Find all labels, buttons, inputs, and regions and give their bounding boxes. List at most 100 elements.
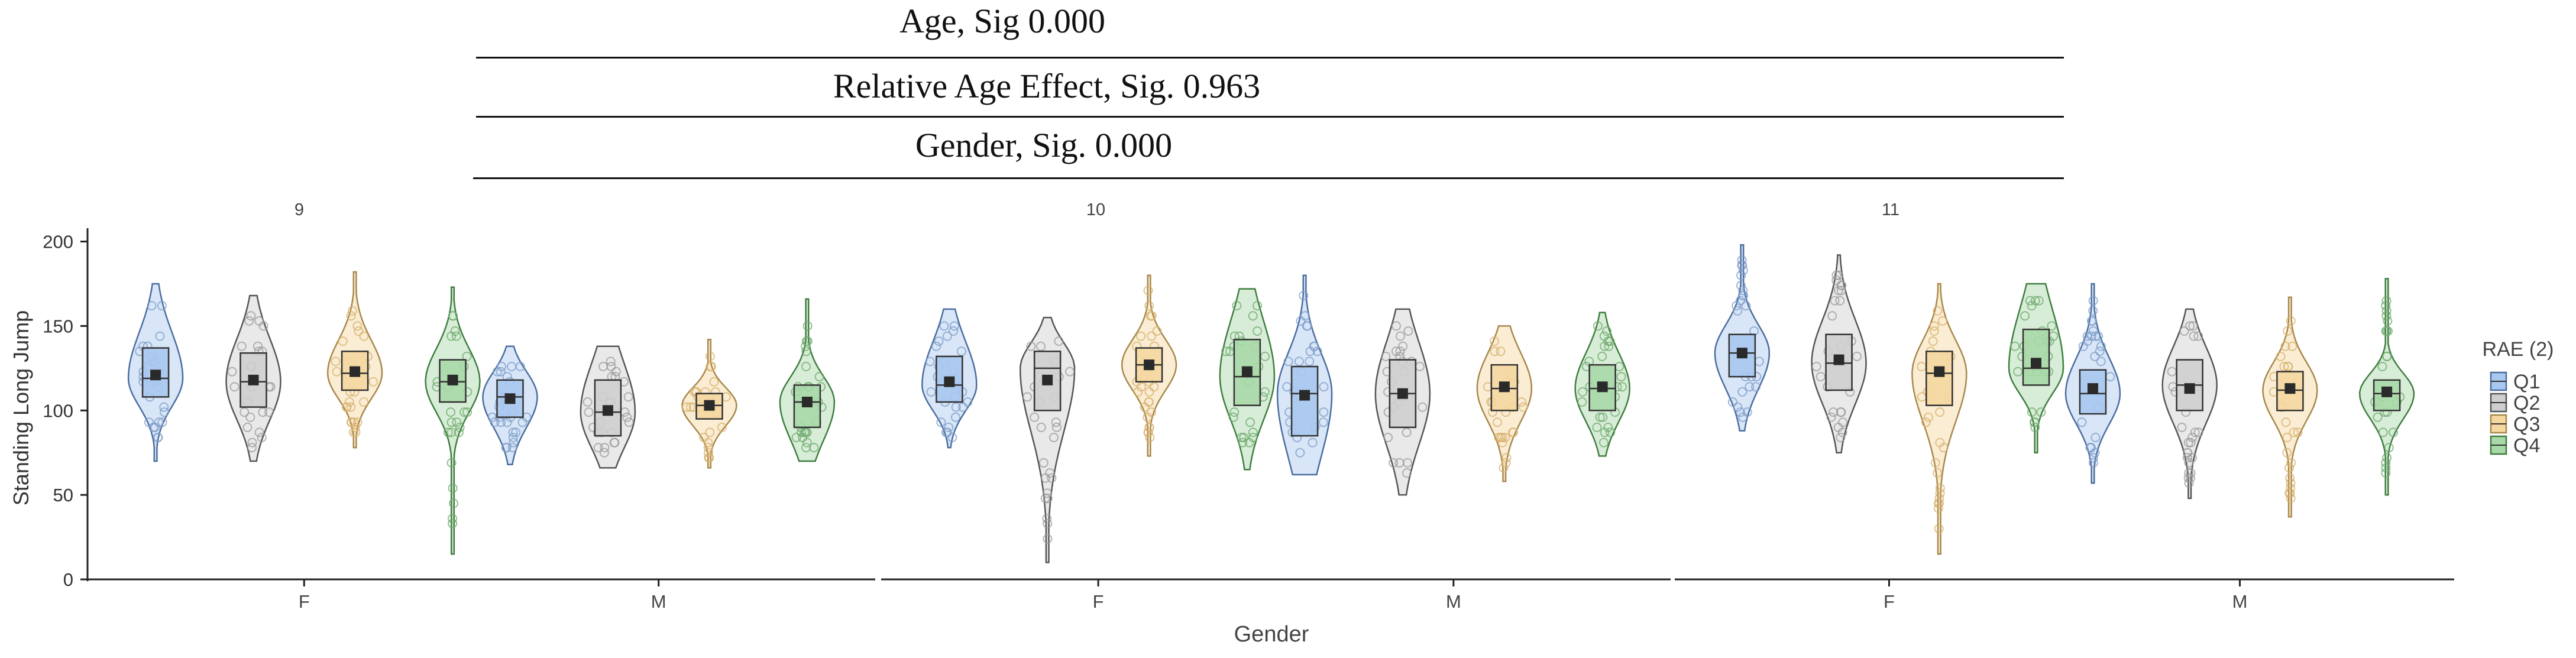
data-point <box>515 362 525 371</box>
data-point <box>2289 427 2299 437</box>
mean-marker <box>1934 366 1945 377</box>
data-point <box>2010 341 2020 351</box>
data-point <box>951 412 960 422</box>
mean-marker <box>1241 366 1253 377</box>
data-point <box>2381 296 2391 306</box>
data-point <box>1147 311 1157 321</box>
data-point <box>2183 473 2193 483</box>
data-point <box>462 351 472 361</box>
data-point <box>153 433 163 442</box>
data-point <box>1834 270 1844 280</box>
data-point <box>2088 316 2098 326</box>
data-point <box>1395 346 1405 356</box>
mean-marker <box>2184 383 2195 394</box>
data-point <box>1736 296 1745 306</box>
data-point <box>2090 433 2101 442</box>
data-point <box>1833 286 1843 296</box>
data-point <box>1727 397 1737 407</box>
data-point <box>2377 362 2387 371</box>
legend-label-q4: Q4 <box>2513 435 2540 457</box>
mean-marker <box>1736 348 1747 359</box>
data-point <box>2030 422 2040 432</box>
data-point <box>459 407 470 417</box>
mean-marker <box>447 374 458 385</box>
data-point <box>709 377 719 387</box>
data-point <box>1934 493 1944 503</box>
data-point <box>1830 296 1840 306</box>
data-point <box>1045 468 1055 478</box>
mean-marker <box>1499 381 1510 393</box>
data-point <box>1152 326 1162 336</box>
data-point <box>1283 356 1293 367</box>
data-point <box>2284 488 2295 498</box>
data-point <box>1930 458 1940 468</box>
data-point <box>2187 453 2197 463</box>
data-point <box>1921 417 1931 427</box>
data-point <box>2293 427 2303 437</box>
legend-label-q2: Q2 <box>2513 392 2540 414</box>
data-point <box>1312 346 1322 356</box>
mean-marker <box>2381 386 2393 397</box>
data-point <box>346 402 356 412</box>
data-point <box>2381 326 2391 336</box>
data-point <box>1836 280 1846 290</box>
mean-marker <box>2031 358 2042 369</box>
data-point <box>1599 331 1609 341</box>
data-point <box>446 331 457 341</box>
data-point <box>350 422 360 432</box>
data-point <box>1736 270 1746 280</box>
data-point <box>1305 356 1315 367</box>
data-point <box>1501 453 1512 463</box>
data-point <box>1402 427 1412 437</box>
data-point <box>926 387 936 397</box>
data-point <box>347 306 357 316</box>
data-point <box>2047 321 2057 331</box>
data-point <box>1403 326 1413 336</box>
data-point <box>1924 412 1933 422</box>
facet-label: 10 <box>1086 200 1105 219</box>
data-point <box>1248 427 1258 437</box>
data-point <box>951 402 961 412</box>
header-divider <box>476 116 2064 118</box>
data-point <box>247 443 257 453</box>
data-point <box>1383 433 1393 442</box>
data-point <box>1929 321 1939 331</box>
data-point <box>801 362 811 371</box>
data-point <box>2381 301 2391 311</box>
data-point <box>244 316 254 326</box>
data-point <box>454 427 464 437</box>
data-point <box>609 437 619 448</box>
data-point <box>1396 331 1405 341</box>
data-point <box>1302 321 1312 331</box>
data-point <box>1836 286 1846 296</box>
data-point <box>963 397 973 407</box>
data-point <box>229 382 240 392</box>
data-point <box>2282 433 2292 442</box>
data-point <box>1133 387 1143 397</box>
data-point <box>2013 367 2023 377</box>
mean-marker <box>1299 390 1310 401</box>
header-divider <box>476 57 2064 59</box>
data-point <box>1751 382 1761 392</box>
data-point <box>2184 468 2194 478</box>
data-point <box>1136 331 1146 341</box>
data-point <box>2184 478 2194 488</box>
data-point <box>1939 443 1949 453</box>
data-point <box>1737 260 1747 270</box>
data-point <box>1742 407 1752 417</box>
data-point <box>1829 407 1839 417</box>
data-point <box>624 417 634 427</box>
data-point <box>1497 433 1507 442</box>
data-point <box>809 443 819 453</box>
data-point <box>264 407 274 417</box>
data-point <box>359 331 369 341</box>
data-point <box>2088 458 2098 468</box>
data-point <box>797 427 807 437</box>
data-point <box>1253 301 1263 311</box>
y-tick-label: 0 <box>63 569 73 590</box>
y-tick-label: 100 <box>43 400 73 421</box>
data-point <box>2090 351 2100 361</box>
data-point <box>1501 458 1511 468</box>
x-tick-label: F <box>1884 591 1895 612</box>
data-point <box>1042 514 1052 524</box>
